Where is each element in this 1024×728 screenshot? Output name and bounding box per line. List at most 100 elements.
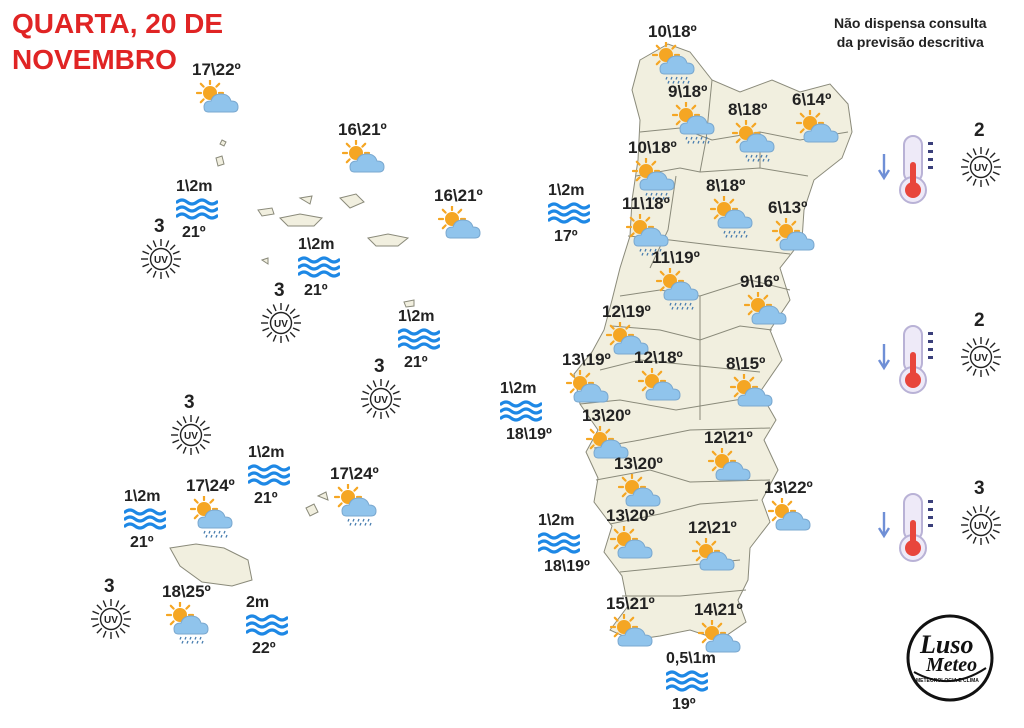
temperature-range: 13\20º <box>582 406 631 425</box>
disclaimer-line2: da previsão descritiva <box>836 34 984 50</box>
sun-cloud-rain-icon <box>189 494 236 545</box>
sun-cloud-rain-icon <box>651 40 698 91</box>
temperature-range: 11\19º <box>652 248 700 267</box>
sun-behind-cloud-icon <box>437 204 484 247</box>
sea-temperature: 21º <box>254 490 278 507</box>
uv-sun-icon: UV <box>168 412 214 463</box>
sea-temperature: 19º <box>672 696 696 713</box>
logo-name-line2: Meteo <box>926 654 978 676</box>
logo-name-line1: Luso <box>920 630 974 659</box>
sun-behind-cloud-icon <box>767 496 814 539</box>
wave-height: 1\2m <box>398 308 435 325</box>
temperature-range: 13\20º <box>606 506 655 525</box>
sea-temperature: 18\19º <box>544 558 590 575</box>
temperature-range: 16\21º <box>338 120 387 139</box>
temperature-range: 13\20º <box>614 454 663 473</box>
sun-behind-cloud-icon <box>691 536 738 579</box>
sun-cloud-rain-icon <box>655 266 702 317</box>
svg-text:UV: UV <box>374 395 388 406</box>
sea-temperature: 21º <box>182 224 206 241</box>
temperature-range: 12\18º <box>634 348 683 367</box>
wave-height: 1\2m <box>538 512 575 529</box>
sun-cloud-rain-icon <box>709 194 756 245</box>
temperature-range: 14\21º <box>694 600 743 619</box>
sea-temperature: 22º <box>252 640 276 657</box>
uv-sun-icon: UV <box>258 300 304 351</box>
sun-behind-cloud-icon <box>707 446 754 489</box>
sun-cloud-rain-icon <box>631 156 678 207</box>
sun-behind-cloud-icon <box>637 366 684 409</box>
uv-index: 2 <box>974 120 985 141</box>
sun-behind-cloud-icon <box>617 472 664 515</box>
sea-waves-icon <box>499 400 543 429</box>
sun-cloud-rain-icon <box>165 600 212 651</box>
wave-height: 1\2m <box>248 444 285 461</box>
sun-behind-cloud-icon <box>609 612 656 655</box>
uv-sun-icon: UV <box>958 502 1004 553</box>
sea-temperature: 21º <box>404 354 428 371</box>
temperature-range: 17\24º <box>330 464 379 483</box>
temperature-range: 12\21º <box>704 428 753 447</box>
sun-behind-cloud-icon <box>605 320 652 363</box>
temperature-range: 13\22º <box>764 478 813 497</box>
sea-temperature: 18\19º <box>506 426 552 443</box>
sun-cloud-rain-icon <box>671 100 718 151</box>
sea-waves-icon <box>297 256 341 285</box>
wave-height: 1\2m <box>500 380 537 397</box>
forecast-date: QUARTA, 20 DE NOVEMBRO <box>12 6 223 78</box>
svg-text:UV: UV <box>274 319 288 330</box>
sea-waves-icon <box>123 508 167 537</box>
madeira-islands <box>169 491 329 587</box>
disclaimer-note: Não dispensa consulta da previsão descri… <box>834 14 986 52</box>
temperature-range: 12\21º <box>688 518 737 537</box>
temperature-range: 17\22º <box>192 60 241 79</box>
svg-text:UV: UV <box>974 521 988 532</box>
temperature-range: 8\15º <box>726 354 766 373</box>
sun-behind-cloud-icon <box>729 372 776 415</box>
uv-sun-icon: UV <box>958 334 1004 385</box>
sun-behind-cloud-icon <box>697 618 744 661</box>
sun-behind-cloud-icon <box>341 138 388 181</box>
wave-height: 1\2m <box>548 182 585 199</box>
forecast-date-line2: NOVEMBRO <box>12 44 177 75</box>
wave-height: 2m <box>246 594 270 611</box>
azores-islands <box>215 139 415 308</box>
sun-cloud-rain-icon <box>625 212 672 263</box>
temperature-range: 8\18º <box>706 176 746 195</box>
temperature-range: 15\21º <box>606 594 655 613</box>
thermometer-falling-icon <box>876 492 948 569</box>
sea-waves-icon <box>245 614 289 643</box>
sun-behind-cloud-icon <box>585 424 632 467</box>
sun-cloud-rain-icon <box>731 118 778 169</box>
uv-sun-icon: UV <box>88 596 134 647</box>
temperature-range: 6\13º <box>768 198 808 217</box>
logo-tagline: METEOROLOGIA E CLIMA <box>916 678 979 684</box>
uv-sun-icon: UV <box>358 376 404 427</box>
sun-behind-cloud-icon <box>795 108 842 151</box>
wave-height: 0,5\1m <box>666 650 716 667</box>
uv-index: 3 <box>974 478 985 499</box>
temperature-range: 18\25º <box>162 582 211 601</box>
sea-temperature: 21º <box>304 282 328 299</box>
sea-waves-icon <box>537 532 581 561</box>
temperature-range: 11\18º <box>622 194 670 213</box>
thermometer-falling-icon <box>876 134 948 211</box>
sea-waves-icon <box>397 328 441 357</box>
uv-index: 3 <box>374 356 385 377</box>
forecast-date-line1: QUARTA, 20 DE <box>12 8 224 39</box>
wave-height: 1\2m <box>298 236 335 253</box>
sea-temperature: 21º <box>130 534 154 551</box>
sun-behind-cloud-icon <box>743 290 790 333</box>
svg-text:UV: UV <box>974 353 988 364</box>
temperature-range: 9\18º <box>668 82 708 101</box>
svg-text:UV: UV <box>974 163 988 174</box>
lusometeo-logo: Luso Meteo METEOROLOGIA E CLIMA <box>904 612 996 704</box>
sun-behind-cloud-icon <box>771 216 818 259</box>
uv-index: 2 <box>974 310 985 331</box>
uv-index: 3 <box>274 280 285 301</box>
uv-index: 3 <box>154 216 165 237</box>
temperature-range: 12\19º <box>602 302 651 321</box>
sea-waves-icon <box>547 202 591 231</box>
temperature-range: 16\21º <box>434 186 483 205</box>
